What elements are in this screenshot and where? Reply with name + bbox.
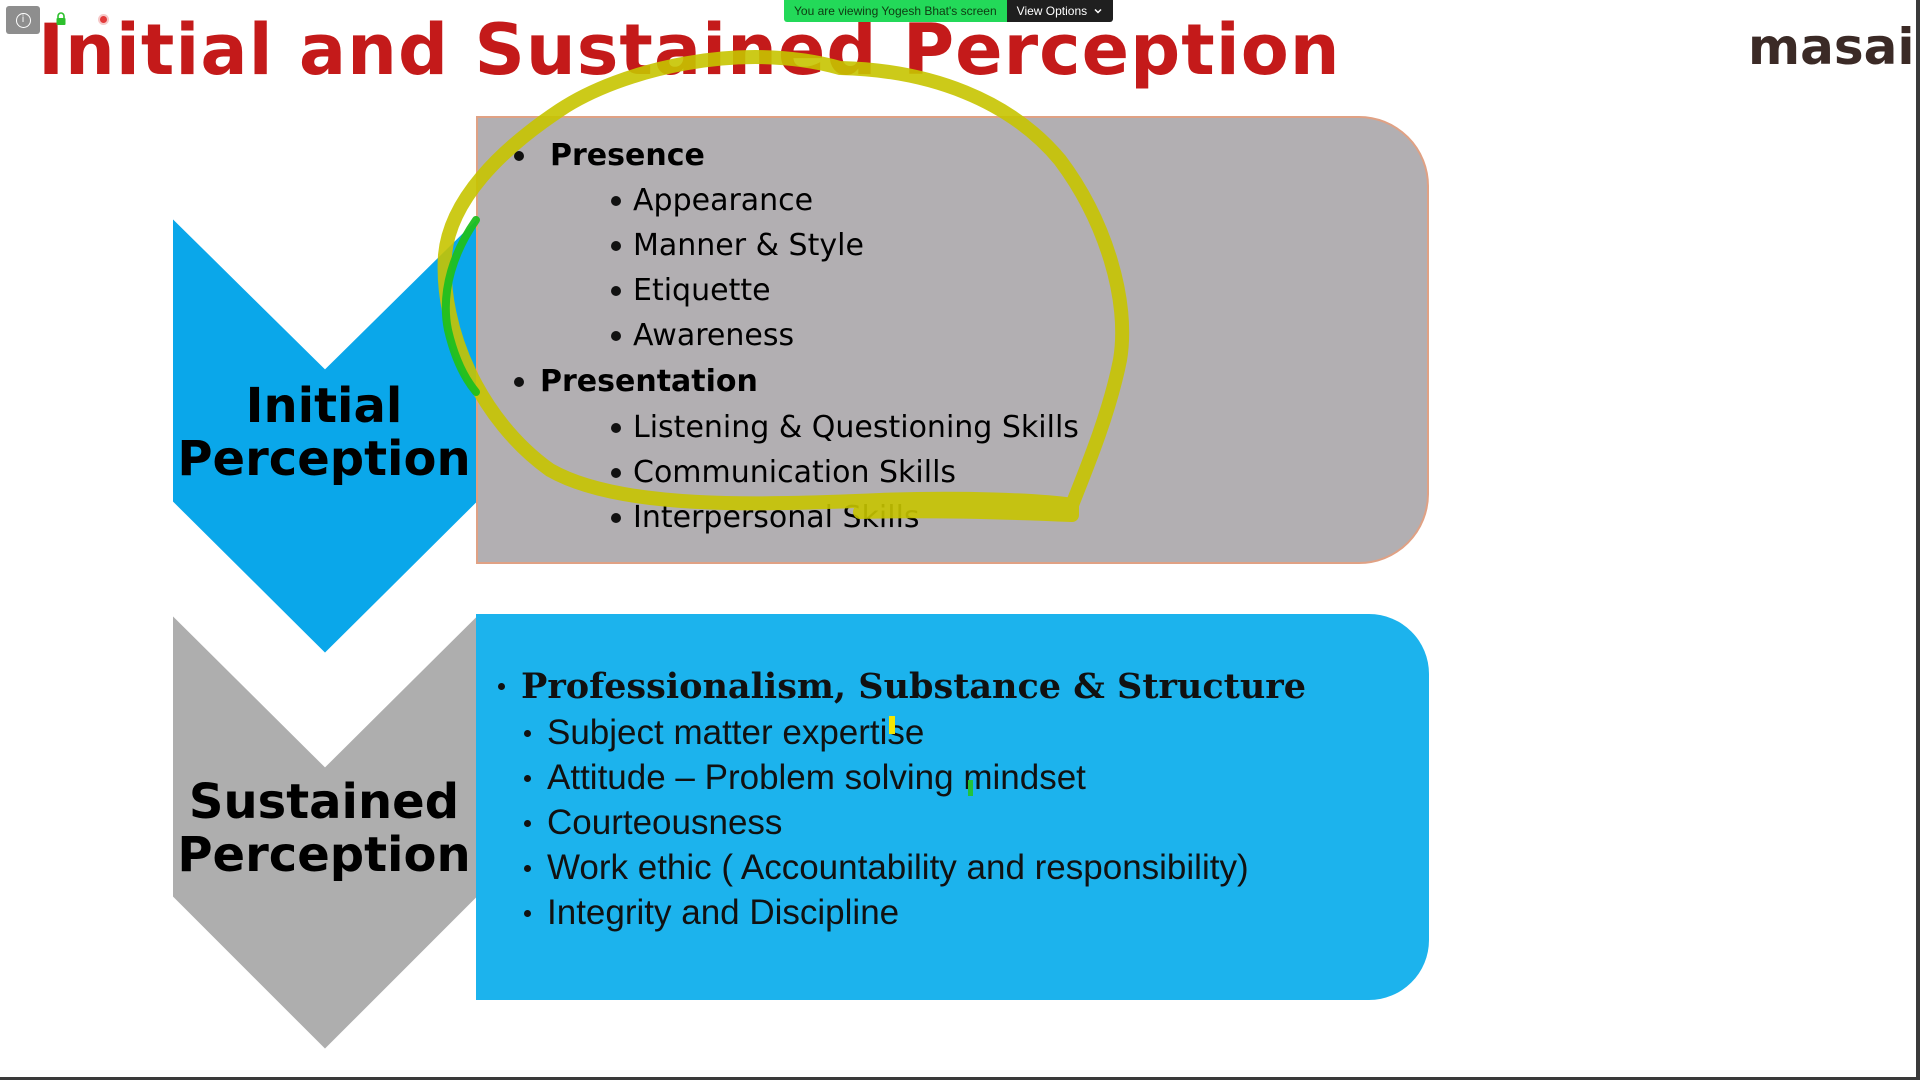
bullet-icon (611, 512, 621, 523)
list-item: Courteousness (524, 803, 782, 843)
view-options-label: View Options (1016, 4, 1088, 18)
list-item-text: Work ethic ( Accountability and responsi… (547, 848, 1249, 887)
bullet-icon (498, 683, 505, 690)
list-item: Attitude – Problem solving mindset (524, 758, 1086, 798)
initial-perception-label: Initial Perception (174, 380, 474, 486)
list-item-text: Interpersonal Skills (633, 500, 920, 535)
bullet-icon (524, 729, 531, 737)
list-item-text: Listening & Questioning Skills (633, 410, 1079, 445)
bullet-icon (524, 774, 531, 782)
window-frame-right (1916, 0, 1920, 1080)
list-item: Manner & Style (611, 228, 864, 263)
bullet-icon (524, 864, 531, 872)
sustained-perception-label: Sustained Perception (174, 776, 474, 882)
recording-icon[interactable] (98, 14, 109, 25)
bullet-icon (611, 195, 621, 206)
initial-label-line1: Initial (245, 378, 403, 434)
lock-icon[interactable] (55, 12, 67, 26)
list-item-text: Etiquette (633, 273, 771, 308)
list-item: Appearance (611, 183, 813, 218)
list-item-text: Communication Skills (633, 455, 957, 490)
chevron-down-icon (1094, 8, 1102, 14)
bullet-icon (611, 467, 621, 478)
list-item: Etiquette (611, 273, 771, 308)
brand-logo: masai (1748, 18, 1915, 76)
screen-share-banner: You are viewing Yogesh Bhat's screen Vie… (784, 0, 1114, 22)
initial-label-line2: Perception (177, 430, 471, 487)
view-options-button[interactable]: View Options (1006, 0, 1114, 22)
list-item-text: Manner & Style (633, 228, 864, 263)
presentation-heading: Presentation (540, 364, 758, 399)
list-item: Integrity and Discipline (524, 893, 899, 933)
meeting-info-button[interactable]: i (6, 6, 40, 34)
list-item-heading: Presentation (514, 364, 758, 399)
bullet-icon (524, 819, 531, 827)
list-item-heading: Presence (514, 138, 705, 173)
initial-perception-panel: Presence Appearance Manner & Style Etiqu… (476, 116, 1429, 564)
window-frame-bottom (0, 1077, 1920, 1080)
sustained-label-line1: Sustained (188, 774, 460, 830)
bullet-icon (611, 285, 621, 296)
list-item-text: Appearance (633, 183, 814, 218)
list-item-heading: Professionalism, Substance & Structure (498, 666, 1306, 707)
list-item: Subject matter expertise (524, 713, 924, 753)
list-item-text: Subject matter expertise (547, 713, 925, 752)
professionalism-heading: Professionalism, Substance & Structure (521, 666, 1307, 707)
list-item-text: Courteousness (547, 803, 783, 842)
bullet-icon (611, 422, 621, 433)
list-item-text: Awareness (633, 318, 795, 353)
list-item: Listening & Questioning Skills (611, 410, 1079, 445)
bullet-icon (514, 150, 524, 161)
presence-heading: Presence (550, 138, 705, 173)
list-item: Interpersonal Skills (611, 500, 920, 535)
bullet-icon (514, 376, 524, 387)
list-item: Awareness (611, 318, 794, 353)
list-item: Communication Skills (611, 455, 956, 490)
bullet-icon (611, 330, 621, 341)
info-icon: i (15, 12, 31, 28)
sustained-perception-panel: Professionalism, Substance & Structure S… (476, 614, 1429, 1000)
bullet-icon (611, 240, 621, 251)
viewing-screen-text: You are viewing Yogesh Bhat's screen (784, 0, 1007, 22)
list-item-text: Integrity and Discipline (547, 893, 900, 932)
list-item: Work ethic ( Accountability and responsi… (524, 848, 1249, 888)
sustained-label-line2: Perception (177, 826, 471, 883)
bullet-icon (524, 909, 531, 917)
list-item-text: Attitude – Problem solving mindset (547, 758, 1086, 797)
